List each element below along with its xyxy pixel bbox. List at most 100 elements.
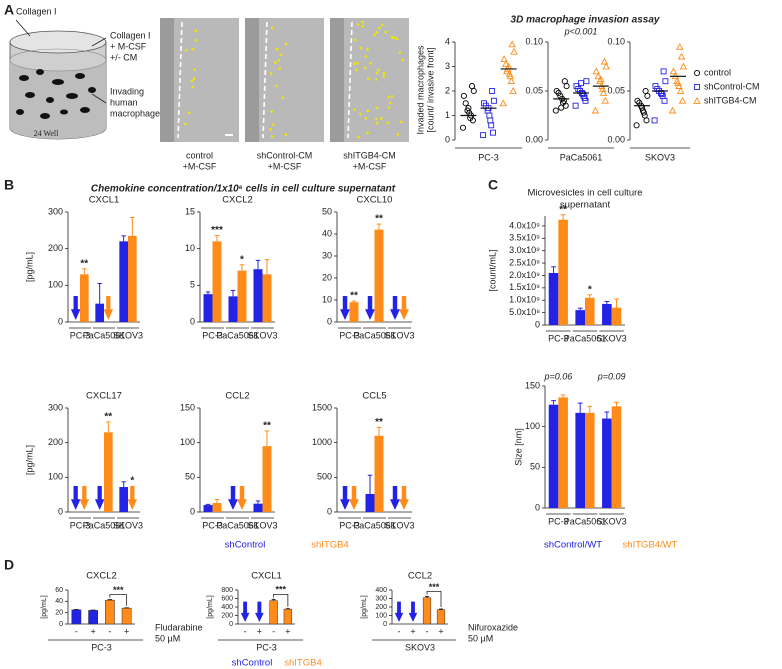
bar [104,432,113,512]
data-point [642,87,649,95]
data-point [462,100,469,107]
chart-title: supernatant [560,200,611,211]
cell-dot [380,23,384,27]
bar [283,608,293,625]
x-tick-label: SKOV3 [384,520,414,530]
cell-dot [366,109,370,113]
data-point [487,117,494,124]
subchart-title: CCL5 [362,391,386,402]
x-tick-label: PC-3 [70,330,91,340]
diagram-label: +/- CM [110,52,137,62]
chart-subtitle: p<0.001 [564,26,598,36]
cell-dot [359,112,362,116]
legend-label: shControl [225,540,266,551]
significance: *** [275,585,286,595]
treatment-label: Fludarabine [155,622,203,632]
cell-dot [192,77,196,80]
data-point [552,107,559,114]
micrograph-caption: shControl-CM [257,150,313,160]
cell-dot [355,61,359,65]
x-tick-label: PC-3 [202,330,223,340]
y-tick-label: 0.05 [525,85,543,95]
y-tick-label: 4.0x10⁹ [509,220,540,230]
legend-marker [694,84,700,90]
cell-dot [361,25,364,28]
not-detected-arrow [390,486,400,510]
subchart-title: CXCL17 [86,391,122,402]
legend-label: control [704,67,731,77]
treatment-label: 50 µM [155,633,180,643]
cell-dot [193,68,196,71]
data-point [555,89,562,97]
cell-dot [390,94,394,98]
significance: *** [429,582,440,592]
significance: *** [211,225,223,236]
data-point [676,87,685,94]
cell-dot [366,77,370,80]
y-tick-label: 5 [190,280,195,290]
not-detected-arrow [365,296,375,320]
cell-dot [356,23,360,26]
well-label: 24 Well [34,129,60,138]
subchart-title: CCL2 [408,571,432,582]
data-point [583,78,590,85]
legend-label: shControl/WT [544,540,602,551]
x-tick-label: PaCa5061 [83,520,126,530]
y-tick-label: 100 [375,612,387,619]
cell-dot [278,67,282,70]
micrograph-edge [330,18,344,142]
cell-dot [387,106,391,109]
y-tick-label: 0 [327,506,332,516]
bar [262,274,272,322]
subchart-title: CXCL1 [251,571,282,582]
y-tick-label: 300 [375,595,387,602]
data-point [594,72,602,80]
data-point [459,124,467,131]
significance: *** [113,585,124,595]
not-detected-arrow [340,486,350,510]
x-tick-label: PC-3 [339,520,360,530]
x-tick-label: PC-3 [202,520,223,530]
cell-dot [388,101,392,105]
y-tick-label: 50 [185,472,195,482]
y-tick-label: 0 [383,621,387,628]
significance: * [240,254,244,265]
cell-dot [373,33,376,36]
significance: ** [104,412,112,423]
y-tick-label: 1000 [312,437,332,447]
bar [575,310,585,325]
data-point [638,104,646,111]
y-tick-label: 1.0x10⁹ [509,295,540,305]
data-point [643,117,650,124]
x-tick-label: SKOV3 [597,516,627,526]
cell-dot [187,111,191,114]
bar [71,609,82,625]
cell-dot [375,117,378,121]
data-point [668,106,677,114]
cell-dot [284,42,288,46]
y-tick-label: 4 [445,36,450,46]
y-tick-label: 200 [221,612,233,619]
cell-dot [190,79,194,83]
cell-dot [191,85,195,89]
y-tick-label: 30 [322,250,332,260]
cell-dot [382,75,386,78]
x-tick-label: SKOV3 [247,520,277,530]
bar [548,404,559,508]
not-detected-arrow [228,486,238,510]
x-tick-label: SKOV3 [247,330,277,340]
y-tick-label: 1.5x10⁹ [509,282,540,292]
data-point [660,68,667,75]
bar [349,302,359,322]
y-tick-label: 2.0x10⁹ [509,270,540,280]
legend-label: shControl [232,658,273,669]
subchart-title: CCL2 [225,391,249,402]
y-axis-label: [count/ invasive front] [425,47,435,132]
panel-label: B [4,177,14,193]
bracket [426,590,442,608]
y-tick-label: 2.5x10⁹ [509,257,540,267]
y-tick-label: 200 [48,243,63,253]
bar [558,219,568,325]
bar [119,487,128,512]
cell-dot [364,55,368,58]
